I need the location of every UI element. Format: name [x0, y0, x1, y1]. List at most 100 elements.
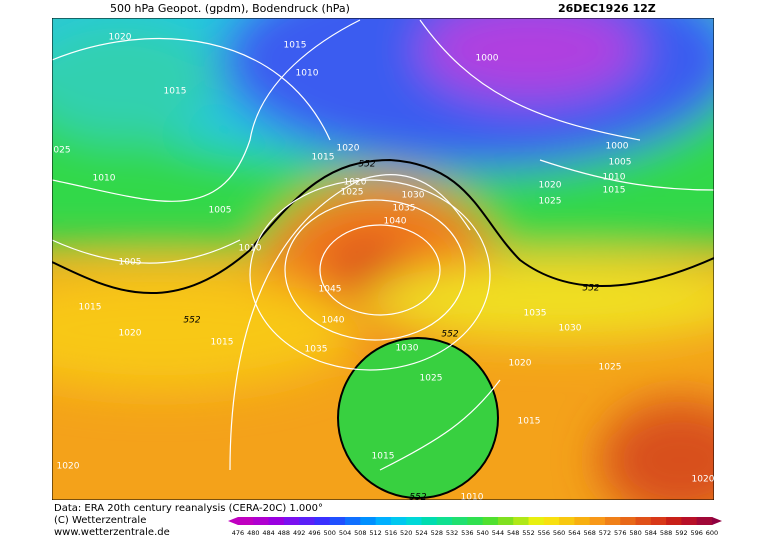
isobar-label: 1020	[692, 475, 715, 485]
colorbar-cell	[482, 517, 499, 525]
colorbar-cell	[299, 517, 315, 525]
isobar-label: 1040	[384, 217, 407, 227]
isobar-label: 1030	[402, 191, 425, 201]
colorbar-cell	[604, 517, 621, 525]
colorbar-cell	[421, 517, 438, 525]
colorbar-label: 512	[369, 529, 381, 537]
isobar-label: 1035	[393, 204, 416, 214]
colorbar-cell	[574, 517, 591, 525]
colorbar-label: 588	[660, 529, 672, 537]
isobar-label: 1015	[211, 338, 234, 348]
isobar-label: 552	[441, 330, 458, 340]
isobar-labels: 1020 1015 1010 1015 1000 1020 1015 552 025 1010 10…	[53, 33, 714, 503]
colorbar-cell	[268, 517, 285, 525]
colorbar-cell	[283, 517, 300, 525]
isobar-label: 552	[183, 316, 200, 326]
colorbar-cell	[375, 517, 392, 525]
isobar-label: 1015	[79, 303, 102, 313]
colorbar-cell	[528, 517, 545, 525]
isobar-label: 1020	[57, 462, 80, 472]
colorbar-cell	[253, 517, 270, 525]
isobar-label: 1015	[372, 452, 395, 462]
colorbar-cell	[467, 517, 484, 525]
footer-url: www.wetterzentrale.de	[54, 527, 170, 538]
isobar-label: 1025	[341, 188, 364, 198]
colorbar-right-tip	[712, 517, 722, 525]
date: 26DEC1926 12Z	[558, 2, 656, 15]
isobar-label: 1010	[93, 174, 116, 184]
colorbar-cell	[436, 517, 453, 525]
colorbar-label: 500	[324, 529, 336, 537]
colorbar-cell	[543, 517, 560, 525]
isobar-label: 552	[409, 493, 426, 503]
colorbar-cell	[497, 517, 514, 525]
footer-copyright: (C) Wetterzentrale	[54, 515, 146, 526]
isobar-label: 1015	[603, 186, 626, 196]
isobar-label: 1010	[239, 244, 262, 254]
map-area	[52, 18, 714, 500]
colorbar-label: 484	[262, 529, 274, 537]
isobar-label: 552	[582, 284, 599, 294]
colorbar-cell	[513, 517, 530, 525]
isobar-label: 1035	[305, 345, 328, 355]
isobar-label: 1010	[461, 493, 484, 503]
isobar-label: 1000	[476, 54, 499, 64]
isobar-label: 1025	[599, 363, 622, 373]
colorbar-label: 536	[461, 529, 473, 537]
colorbar-cell	[406, 517, 422, 525]
colorbar-label: 524	[415, 529, 427, 537]
isobar-label: 1010	[296, 69, 319, 79]
isobar-label: 1025	[420, 374, 443, 384]
colorbar-cell	[696, 517, 713, 525]
colorbar-label: 504	[339, 529, 351, 537]
isobar-label: 552	[358, 160, 375, 170]
colorbar-label: 488	[278, 529, 290, 537]
colorbar-label: 596	[690, 529, 702, 537]
isobar-label: 1005	[209, 206, 232, 216]
colorbar-label: 544	[492, 529, 504, 537]
colorbar-label: 480	[247, 529, 259, 537]
isobar-label: 1030	[559, 324, 582, 334]
colorbar-label: 492	[293, 529, 305, 537]
colorbar-label: 576	[614, 529, 626, 537]
colorbar-label: 600	[706, 529, 718, 537]
colorbar-cell	[681, 517, 698, 525]
colorbar-left-tip	[228, 517, 238, 525]
isobar-label: 1010	[603, 173, 626, 183]
colorbar-label: 532	[446, 529, 458, 537]
isobar-label: 1035	[524, 309, 547, 319]
footer-source: Data: ERA 20th century reanalysis (CERA-…	[54, 503, 323, 514]
isobar-label: 1030	[396, 344, 419, 354]
colorbar-label: 572	[599, 529, 611, 537]
colorbar-cell	[345, 517, 361, 525]
colorbar-label: 516	[385, 529, 397, 537]
colorbar-label: 520	[400, 529, 412, 537]
isobar-label: 1020	[109, 33, 132, 43]
isobar-label: 1020	[509, 359, 532, 369]
isobar-label: 1020	[344, 178, 367, 188]
isobar-label: 1025	[539, 197, 562, 207]
colorbar-cell	[452, 517, 468, 525]
colorbar-label: 556	[538, 529, 550, 537]
colorbar-label: 564	[568, 529, 580, 537]
title: 500 hPa Geopot. (gpdm), Bodendruck (hPa)	[110, 2, 350, 15]
colorbar-cell	[650, 517, 667, 525]
colorbar-label: 548	[507, 529, 519, 537]
colorbar: 476 480 484 488 492 496 500 504 508 512 516 520 524 5…	[228, 517, 722, 537]
colorbar-label: 496	[308, 529, 320, 537]
colorbar-label: 560	[553, 529, 565, 537]
colorbar-label: 552	[522, 529, 534, 537]
colorbar-cell	[589, 517, 606, 525]
isobar-label: 025	[53, 146, 70, 156]
colorbar-cell	[314, 517, 331, 525]
colorbar-cell	[238, 517, 254, 525]
colorbar-label: 528	[431, 529, 443, 537]
colorbar-cell	[666, 517, 682, 525]
colorbar-label: 584	[645, 529, 657, 537]
colorbar-label: 508	[354, 529, 366, 537]
isobar-label: 1005	[119, 258, 142, 268]
isobar-label: 1015	[284, 41, 307, 51]
colorbar-label: 580	[629, 529, 641, 537]
isobar-label: 1015	[518, 417, 541, 427]
